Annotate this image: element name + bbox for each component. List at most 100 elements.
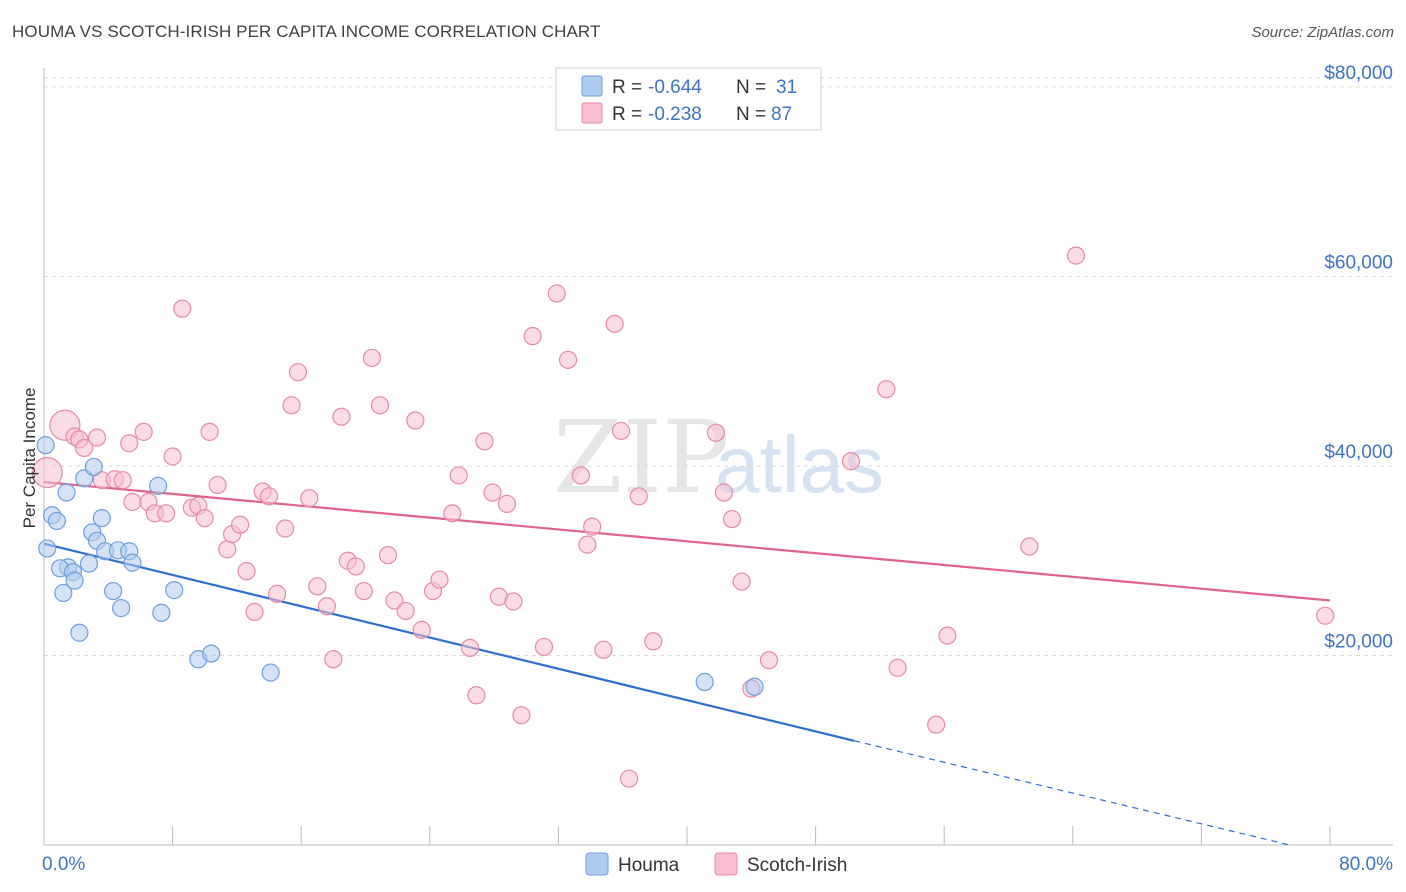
bottom-legend-swatch-houma	[585, 852, 609, 876]
data-point-scotch-irish	[605, 314, 624, 333]
data-point-scotch-irish	[113, 471, 132, 490]
data-point-scotch-irish	[483, 483, 502, 502]
data-point-scotch-irish	[346, 557, 365, 576]
data-point-scotch-irish	[75, 438, 94, 458]
data-point-scotch-irish	[497, 494, 517, 513]
data-point-houma	[65, 571, 84, 590]
data-point-scotch-irish	[308, 577, 327, 596]
data-point-houma	[202, 644, 221, 663]
data-point-scotch-irish	[31, 457, 63, 489]
data-point-scotch-irish	[443, 504, 462, 523]
data-point-scotch-irish	[163, 447, 182, 466]
data-point-scotch-irish	[87, 428, 107, 447]
data-point-houma	[38, 539, 57, 558]
legend-swatch-scotch-irish	[581, 102, 603, 124]
data-point-houma	[745, 677, 764, 696]
data-point-scotch-irish	[629, 487, 648, 506]
y-tick-label-80000: $80,000	[1324, 63, 1393, 84]
legend-n-value-scotch-irish: 87	[771, 104, 792, 125]
data-point-scotch-irish	[877, 380, 896, 399]
data-point-scotch-irish	[644, 632, 663, 651]
data-point-scotch-irish	[1316, 606, 1335, 625]
data-point-scotch-irish	[195, 508, 214, 528]
data-point-scotch-irish	[547, 284, 566, 303]
data-point-scotch-irish	[1020, 537, 1039, 556]
legend-r-label-scotch-irish: R =	[612, 104, 642, 125]
data-point-scotch-irish	[714, 483, 734, 502]
chart-title: HOUMA VS SCOTCH-IRISH PER CAPITA INCOME …	[12, 22, 601, 41]
data-point-scotch-irish	[282, 396, 301, 415]
data-point-houma	[84, 457, 103, 477]
data-point-scotch-irish	[237, 562, 256, 581]
y-tick-label-60000: $60,000	[1324, 252, 1393, 273]
data-point-scotch-irish	[504, 592, 523, 611]
data-points	[31, 246, 1335, 788]
data-point-scotch-irish	[134, 422, 153, 441]
data-point-scotch-irish	[430, 570, 449, 589]
data-point-scotch-irish	[412, 620, 431, 640]
data-point-scotch-irish	[888, 658, 907, 677]
legend-r-value-scotch-irish: -0.238	[648, 104, 702, 125]
series-legend: Houma Scotch-Irish	[585, 852, 847, 876]
data-point-scotch-irish	[534, 637, 554, 657]
data-point-scotch-irish	[611, 421, 631, 441]
data-point-scotch-irish	[475, 432, 494, 451]
data-point-scotch-irish	[231, 515, 250, 534]
data-point-scotch-irish	[324, 650, 343, 669]
legend-n-label-scotch-irish: N =	[736, 104, 766, 125]
x-tick-label-max: 80.0%	[1339, 854, 1393, 875]
bottom-legend-label-houma: Houma	[618, 855, 680, 876]
data-point-houma	[112, 599, 131, 618]
data-point-houma	[54, 583, 73, 603]
data-point-scotch-irish	[120, 434, 139, 453]
data-point-scotch-irish	[317, 597, 337, 616]
data-point-scotch-irish	[406, 411, 425, 430]
data-point-scotch-irish	[385, 591, 404, 610]
data-point-scotch-irish	[523, 327, 542, 346]
axes	[43, 68, 1393, 846]
data-point-scotch-irish	[370, 396, 390, 415]
data-point-scotch-irish	[157, 504, 176, 523]
data-point-houma	[47, 511, 66, 531]
data-point-scotch-irish	[300, 489, 319, 508]
bottom-legend-swatch-scotch-irish	[714, 852, 738, 876]
data-point-scotch-irish	[927, 715, 946, 734]
data-point-scotch-irish	[362, 348, 382, 368]
data-point-scotch-irish	[460, 638, 480, 658]
data-point-houma	[149, 476, 168, 495]
correlation-legend: R = -0.644 N = 31 R = -0.238 N = 87	[555, 67, 822, 131]
y-tick-label-20000: $20,000	[1324, 631, 1393, 652]
data-point-scotch-irish	[841, 452, 861, 471]
data-point-houma	[123, 553, 142, 572]
data-point-scotch-irish	[558, 350, 578, 369]
data-point-scotch-irish	[208, 475, 227, 495]
data-point-houma	[70, 623, 89, 642]
data-point-scotch-irish	[594, 640, 613, 659]
x-tick-label-min: 0.0%	[42, 854, 85, 875]
data-point-houma	[57, 483, 76, 502]
data-point-houma	[36, 436, 55, 455]
data-point-houma	[165, 581, 184, 600]
data-point-scotch-irish	[578, 535, 597, 554]
data-point-scotch-irish	[173, 299, 192, 318]
trendlines	[43, 480, 1331, 846]
bottom-legend-label-scotch-irish: Scotch-Irish	[747, 855, 847, 876]
data-point-scotch-irish	[759, 651, 779, 670]
data-point-scotch-irish	[259, 487, 279, 506]
legend-r-label-houma: R =	[612, 77, 642, 98]
data-point-houma	[261, 663, 280, 682]
data-point-scotch-irish	[583, 517, 602, 536]
y-tick-label-40000: $40,000	[1324, 442, 1393, 463]
data-point-scotch-irish	[1066, 246, 1086, 265]
y-axis-title: Per Capita Income	[20, 388, 39, 529]
data-point-scotch-irish	[571, 466, 591, 485]
data-point-scotch-irish	[123, 492, 142, 512]
data-point-scotch-irish	[245, 602, 264, 622]
data-point-houma	[152, 603, 171, 622]
data-point-scotch-irish	[276, 519, 295, 538]
data-point-scotch-irish	[378, 545, 398, 565]
data-point-scotch-irish	[620, 769, 639, 788]
data-point-scotch-irish	[722, 509, 742, 529]
trend-line-extension-houma	[854, 740, 1290, 846]
